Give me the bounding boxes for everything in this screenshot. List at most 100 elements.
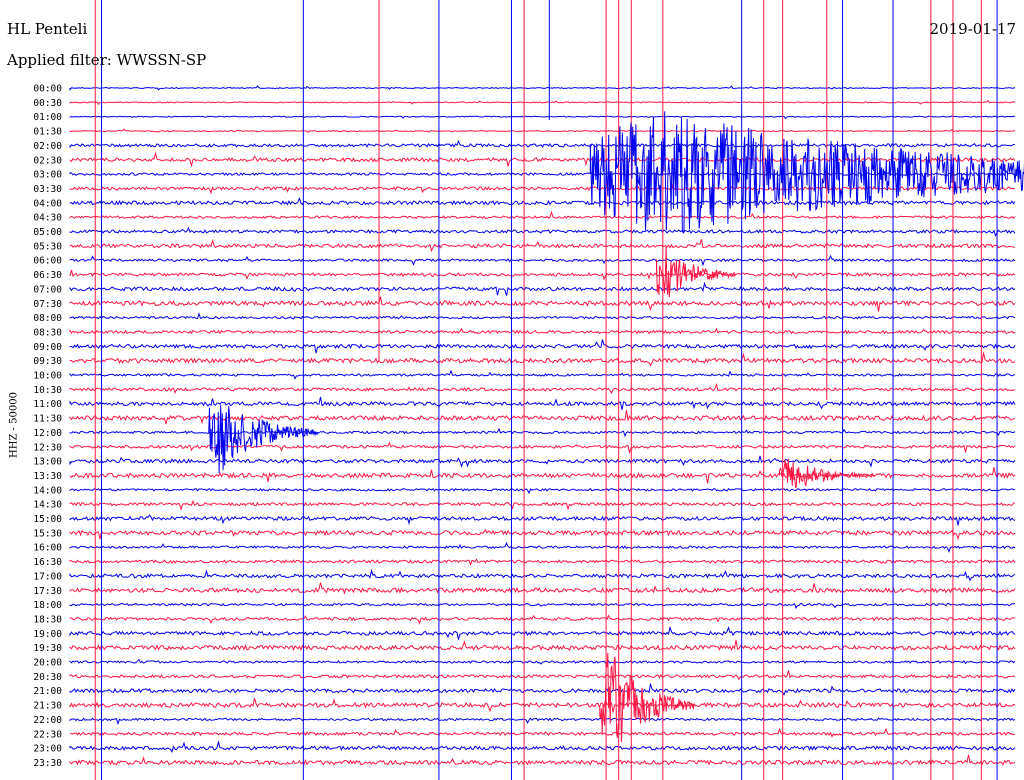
seismic-event (589, 111, 1024, 234)
row-tick-label: 03:00 (33, 170, 62, 181)
row-tick-label: 06:30 (33, 270, 62, 281)
trace-row (69, 409, 1016, 425)
row-tick-label: 11:30 (33, 414, 62, 425)
trace-row (69, 210, 1016, 220)
trace-row (69, 339, 1016, 354)
trace-row (69, 614, 1016, 625)
trace-row (69, 698, 1016, 713)
seismic-event (779, 458, 875, 489)
seismic-events (208, 111, 1024, 743)
trace-row (69, 99, 1016, 106)
row-tick-label: 17:30 (33, 586, 62, 597)
trace-row (69, 296, 1016, 312)
trace-row (69, 568, 1016, 582)
row-tick-label: 05:00 (33, 227, 62, 238)
row-tick-label: 20:00 (33, 658, 62, 669)
row-tick-label: 19:00 (33, 629, 62, 640)
row-tick-label: 13:30 (33, 471, 62, 482)
trace-row (69, 151, 1016, 168)
trace-row (69, 582, 1016, 595)
trace-row (69, 658, 1016, 665)
filter-label: Applied filter: WWSSN-SP (7, 51, 207, 69)
row-tick-label: 14:30 (33, 500, 62, 511)
trace-row (69, 226, 1016, 238)
trace-row (69, 625, 1016, 640)
row-tick-label: 02:00 (33, 141, 62, 152)
seismic-event (208, 405, 319, 474)
seismic-traces (69, 85, 1016, 766)
trace-row (69, 269, 1016, 281)
row-tick-label: 22:30 (33, 729, 62, 740)
trace-row (69, 441, 1016, 455)
row-tick-label: 09:00 (33, 342, 62, 353)
trace-row (69, 327, 1016, 335)
trace-row (69, 169, 1016, 180)
row-tick-label: 08:00 (33, 313, 62, 324)
row-tick-label: 20:30 (33, 672, 62, 683)
trace-row (69, 281, 1016, 296)
row-tick-label: 21:30 (33, 701, 62, 712)
trace-row (69, 499, 1016, 511)
row-tick-label: 17:00 (33, 571, 62, 582)
row-tick-label: 10:00 (33, 371, 62, 382)
row-tick-label: 01:30 (33, 127, 62, 138)
row-tick-label: 01:00 (33, 112, 62, 123)
trace-row (69, 312, 1016, 320)
seismic-event (599, 652, 695, 743)
trace-row (69, 727, 1016, 738)
row-tick-label: 16:00 (33, 543, 62, 554)
trace-row (69, 369, 1016, 380)
row-tick-label: 05:30 (33, 241, 62, 252)
trace-row (69, 754, 1016, 766)
row-tick-label: 21:00 (33, 686, 62, 697)
row-tick-label: 00:00 (33, 84, 62, 95)
trace-row (69, 558, 1016, 567)
row-tick-label: 04:30 (33, 213, 62, 224)
trace-row (69, 487, 1016, 495)
trace-row (69, 467, 1016, 484)
row-tick-label: 04:00 (33, 198, 62, 209)
row-tick-label: 14:00 (33, 485, 62, 496)
time-tick-labels: 00:00 00:30 01:00 01:30 02:00 02:30 03:00 03:30… (33, 84, 62, 769)
row-tick-label: 09:30 (33, 356, 62, 367)
row-tick-label: 07:30 (33, 299, 62, 310)
trace-row (69, 639, 1016, 652)
trace-row (69, 85, 1016, 92)
row-tick-label: 23:00 (33, 744, 62, 755)
row-tick-label: 06:00 (33, 256, 62, 267)
row-tick-label: 18:00 (33, 600, 62, 611)
trace-row (69, 455, 1016, 468)
trace-row (69, 670, 1016, 681)
station-title: HL Penteli (7, 20, 88, 38)
trace-row (69, 238, 1016, 253)
row-tick-label: 11:00 (33, 399, 62, 410)
trace-row (69, 139, 1016, 149)
row-tick-label: 23:30 (33, 758, 62, 769)
trace-row (69, 602, 1016, 609)
trace-row (69, 683, 1016, 696)
row-tick-label: 18:30 (33, 614, 62, 625)
trace-row (69, 128, 1016, 134)
row-tick-label: 12:00 (33, 428, 62, 439)
trace-row (69, 182, 1016, 195)
row-tick-label: 16:30 (33, 557, 62, 568)
seismic-event (656, 246, 736, 298)
row-tick-label: 15:00 (33, 514, 62, 525)
event-marker-lines (94, 0, 998, 780)
trace-row (69, 382, 1016, 394)
row-tick-label: 03:30 (33, 184, 62, 195)
row-tick-label: 10:30 (33, 385, 62, 396)
row-tick-label: 12:30 (33, 442, 62, 453)
row-tick-label: 22:00 (33, 715, 62, 726)
y-axis-label: HHZ - 50000 (8, 392, 20, 458)
row-tick-label: 07:00 (33, 284, 62, 295)
row-tick-label: 08:30 (33, 327, 62, 338)
trace-row (69, 740, 1016, 753)
trace-row (69, 541, 1016, 553)
trace-row (69, 197, 1016, 206)
trace-row (69, 254, 1016, 267)
row-tick-label: 02:30 (33, 155, 62, 166)
date-label: 2019-01-17 (929, 20, 1016, 38)
trace-row (69, 529, 1016, 541)
